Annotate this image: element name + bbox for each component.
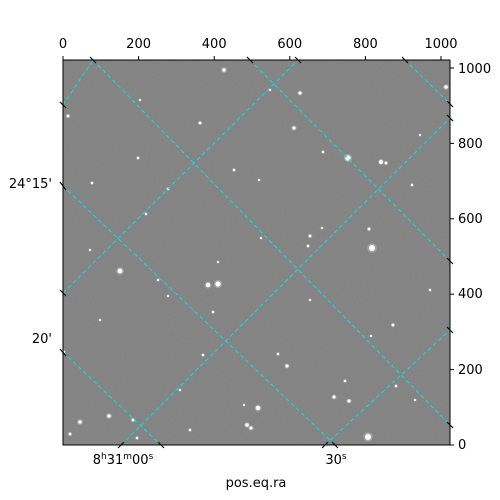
right-tick-label: 0 (458, 438, 466, 453)
star (321, 227, 323, 229)
right-tick-label: 1000 (458, 62, 491, 77)
star (167, 295, 169, 297)
top-tick-label: 200 (126, 37, 151, 52)
star (276, 352, 280, 356)
right-tick-label: 600 (458, 212, 483, 227)
image-frame (62, 59, 451, 446)
star (245, 423, 249, 427)
star (414, 399, 416, 401)
star (285, 364, 289, 368)
dec-tick-label: 20' (32, 332, 52, 347)
star (343, 379, 347, 383)
star (255, 405, 261, 411)
star (367, 227, 371, 231)
star (306, 244, 310, 248)
ra-grid-line (63, 351, 162, 445)
star (211, 310, 215, 314)
star (428, 288, 432, 292)
dec-grid-line (63, 60, 94, 106)
star (309, 299, 311, 301)
top-tick-label: 1000 (424, 37, 457, 52)
top-tick-label: 0 (59, 37, 67, 52)
star (117, 268, 123, 274)
star (308, 234, 312, 238)
star (370, 335, 372, 337)
star (298, 91, 302, 95)
ra-tick-label: 30s (325, 452, 347, 468)
star (78, 420, 82, 424)
star (156, 278, 160, 282)
top-tick-label: 600 (277, 37, 302, 52)
stars (63, 67, 449, 442)
star (260, 237, 262, 239)
star (391, 323, 395, 327)
star (249, 426, 253, 430)
star (136, 156, 140, 160)
star (90, 181, 94, 185)
x-axis-label: pos.eq.ra (226, 476, 287, 491)
dec-grid-line (120, 117, 450, 445)
image-noise (63, 60, 450, 445)
coordinate-grid (63, 60, 450, 445)
star (365, 434, 371, 440)
dec-tick-label: 24°15' (9, 177, 52, 192)
star (215, 281, 221, 287)
star (379, 160, 383, 164)
star (384, 161, 388, 165)
star (107, 414, 111, 418)
wcs-edge-ticks (59, 56, 454, 449)
right-pixel-axis (450, 67, 454, 446)
star (321, 150, 325, 154)
star (347, 399, 351, 403)
ra-grid-line (249, 60, 450, 262)
star (179, 389, 181, 391)
star (444, 85, 448, 89)
dec-grid-line (324, 329, 450, 445)
star (99, 319, 101, 321)
star (410, 183, 414, 187)
star (269, 89, 271, 91)
right-tick-label: 400 (458, 287, 483, 302)
star (198, 121, 202, 125)
ra-tick-label: 8h31m00s (93, 452, 154, 468)
star (201, 353, 205, 357)
star (217, 261, 219, 263)
star (394, 384, 398, 388)
ra-grid-line (404, 60, 450, 105)
top-tick-label: 800 (353, 37, 378, 52)
star (232, 168, 236, 172)
star (188, 428, 192, 432)
star (243, 404, 245, 406)
star (258, 179, 260, 181)
star (139, 99, 141, 101)
dec-grid-line (63, 60, 299, 294)
top-tick-label: 400 (202, 37, 227, 52)
star (66, 114, 70, 118)
star (144, 212, 148, 216)
star (332, 395, 336, 399)
star-field-image (63, 60, 450, 445)
star (135, 436, 139, 440)
right-tick-label: 800 (458, 137, 483, 152)
right-tick-label: 200 (458, 363, 483, 378)
top-pixel-axis (62, 56, 442, 60)
star (131, 418, 135, 422)
star (292, 126, 296, 130)
star (205, 282, 211, 288)
ra-grid-line (92, 60, 450, 426)
star (222, 68, 226, 72)
star (369, 245, 375, 251)
star (68, 432, 72, 436)
star (419, 134, 421, 136)
star (89, 249, 91, 251)
